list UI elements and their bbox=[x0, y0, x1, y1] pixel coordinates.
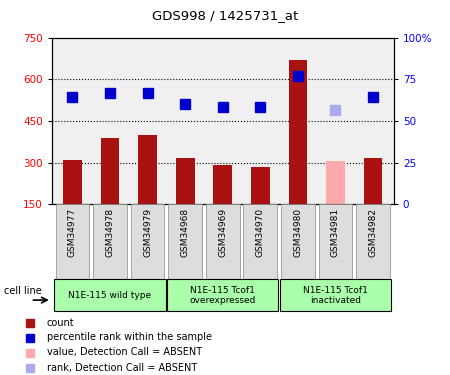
FancyBboxPatch shape bbox=[243, 204, 277, 279]
FancyBboxPatch shape bbox=[356, 204, 390, 279]
Text: GSM34969: GSM34969 bbox=[218, 208, 227, 257]
Text: GSM34982: GSM34982 bbox=[369, 208, 378, 257]
FancyBboxPatch shape bbox=[168, 204, 202, 279]
Text: GSM34978: GSM34978 bbox=[105, 208, 114, 257]
Text: count: count bbox=[47, 318, 75, 327]
Bar bbox=[176, 159, 194, 204]
Bar bbox=[326, 161, 345, 204]
Bar bbox=[63, 160, 82, 204]
FancyBboxPatch shape bbox=[319, 204, 352, 279]
Text: GSM34977: GSM34977 bbox=[68, 208, 77, 257]
FancyBboxPatch shape bbox=[206, 204, 240, 279]
Text: N1E-115 Tcof1
inactivated: N1E-115 Tcof1 inactivated bbox=[303, 286, 368, 305]
Text: GSM34968: GSM34968 bbox=[180, 208, 189, 257]
Bar bbox=[101, 138, 119, 204]
Text: GSM34979: GSM34979 bbox=[143, 208, 152, 257]
Bar bbox=[251, 167, 270, 204]
Text: cell line: cell line bbox=[4, 285, 42, 296]
Bar bbox=[364, 159, 382, 204]
Text: GSM34970: GSM34970 bbox=[256, 208, 265, 257]
Text: GSM34980: GSM34980 bbox=[293, 208, 302, 257]
FancyBboxPatch shape bbox=[55, 204, 90, 279]
Text: N1E-115 Tcof1
overexpressed: N1E-115 Tcof1 overexpressed bbox=[189, 286, 256, 305]
FancyBboxPatch shape bbox=[93, 204, 127, 279]
Text: rank, Detection Call = ABSENT: rank, Detection Call = ABSENT bbox=[47, 363, 197, 372]
Text: N1E-115 wild type: N1E-115 wild type bbox=[68, 291, 152, 300]
Bar bbox=[138, 135, 157, 204]
FancyBboxPatch shape bbox=[280, 279, 391, 311]
Text: value, Detection Call = ABSENT: value, Detection Call = ABSENT bbox=[47, 348, 202, 357]
FancyBboxPatch shape bbox=[130, 204, 165, 279]
Text: GSM34981: GSM34981 bbox=[331, 208, 340, 257]
FancyBboxPatch shape bbox=[281, 204, 315, 279]
Bar bbox=[288, 60, 307, 204]
FancyBboxPatch shape bbox=[54, 279, 166, 311]
Text: GDS998 / 1425731_at: GDS998 / 1425731_at bbox=[152, 9, 298, 22]
FancyBboxPatch shape bbox=[167, 279, 279, 311]
Bar bbox=[213, 165, 232, 204]
Text: percentile rank within the sample: percentile rank within the sample bbox=[47, 333, 212, 342]
